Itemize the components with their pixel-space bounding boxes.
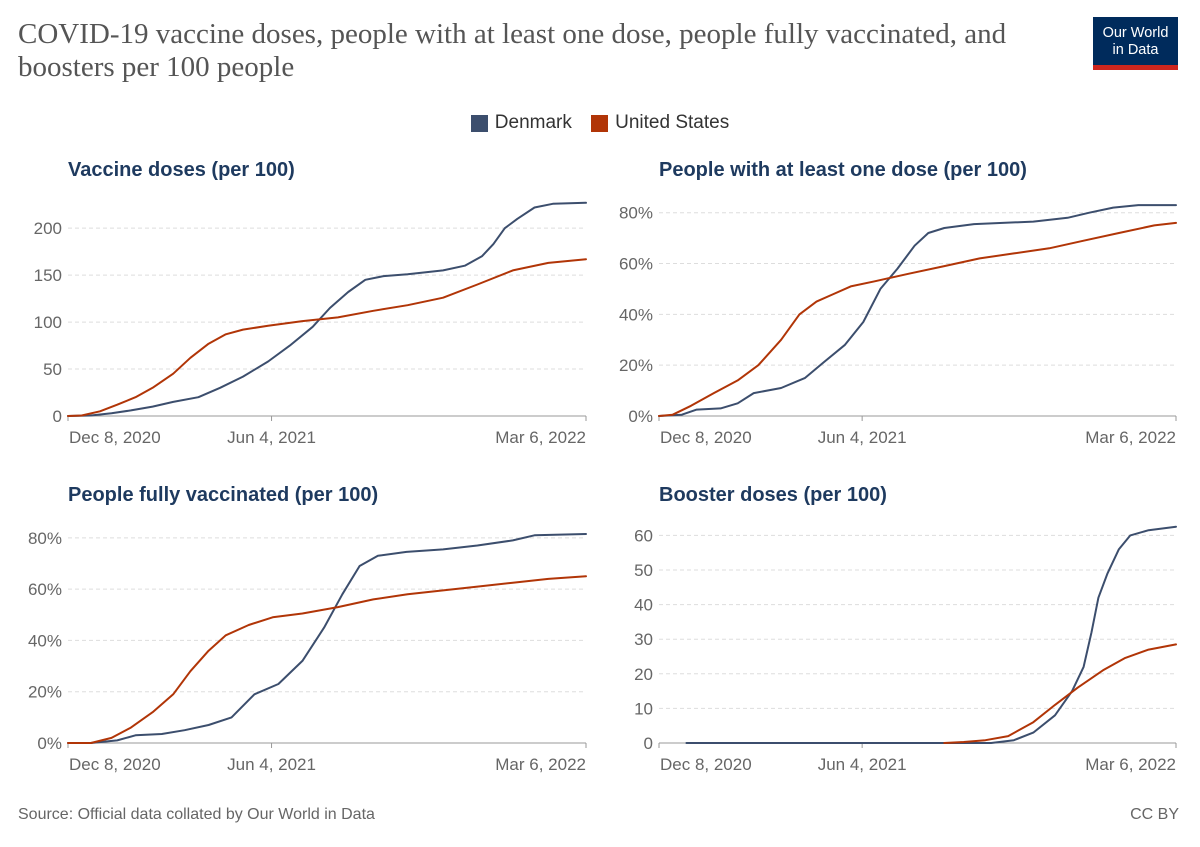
series-line-united-states [658,221,1177,417]
chart-panel-1: Vaccine doses (per 100) 0 50 100 150 200 Dec 8… [34,159,587,447]
y-tick-label: 100 [34,313,62,332]
panel-title: People fully vaccinated (per 100) [68,484,378,506]
series-line-denmark [67,533,587,744]
x-tick-label: Dec 8, 2020 [69,428,161,447]
panel-title: Vaccine doses (per 100) [68,159,295,181]
y-tick-label: 40% [619,305,653,324]
chart-title: COVID-19 vaccine doses, people with at l… [18,18,1007,83]
y-tick-label: 50 [634,561,653,580]
y-tick-label: 20% [619,356,653,375]
logo-line-1: Our World [1102,25,1169,41]
y-tick-label: 0% [37,734,62,753]
legend-swatch-denmark [470,114,488,132]
series-line-united-states [67,258,587,417]
chart-panel-3: People fully vaccinated (per 100) 0% 20% 40… [28,484,587,774]
owid-logo[interactable]: Our World in Data [1093,17,1178,70]
series-line-denmark [685,525,1177,744]
legend: Denmark United States [0,112,1200,138]
logo-line-2: in Data [1112,42,1159,58]
y-tick-label: 20% [28,683,62,702]
y-tick-label: 80% [619,204,653,223]
x-tick-label: Dec 8, 2020 [660,755,752,774]
y-tick-label: 0 [53,407,62,426]
x-tick-label: Jun 4, 2021 [818,428,907,447]
logo-accent-bar [1093,65,1178,70]
x-tick-label: Jun 4, 2021 [818,755,907,774]
x-tick-label: Jun 4, 2021 [227,428,316,447]
panel-title: People with at least one dose (per 100) [659,159,1027,181]
chart-panel-2: People with at least one dose (per 100) 0… [619,159,1177,447]
y-tick-label: 60% [619,255,653,274]
x-tick-label: Mar 6, 2022 [1085,755,1176,774]
y-tick-label: 50 [43,360,62,379]
x-tick-label: Mar 6, 2022 [495,428,586,447]
y-tick-label: 200 [34,219,62,238]
source-note: Source: Official data collated by Our Wo… [18,806,375,823]
y-tick-label: 0 [644,734,653,753]
y-tick-label: 80% [28,529,62,548]
series-line-denmark [658,204,1177,417]
legend-label-denmark: Denmark [494,112,572,133]
license-label[interactable]: CC BY [1130,806,1179,823]
legend-item-united-states[interactable]: United States [591,112,729,134]
y-tick-label: 60% [28,580,62,599]
y-tick-label: 40% [28,631,62,650]
y-tick-label: 0% [628,407,653,426]
x-tick-label: Mar 6, 2022 [495,755,586,774]
series-line-denmark [67,201,587,417]
x-tick-label: Jun 4, 2021 [227,755,316,774]
y-tick-label: 40 [634,596,653,615]
x-tick-label: Dec 8, 2020 [660,428,752,447]
x-tick-label: Dec 8, 2020 [69,755,161,774]
legend-swatch-united-states [591,114,609,132]
y-tick-label: 150 [34,266,62,285]
y-tick-label: 30 [634,630,653,649]
y-tick-label: 60 [634,526,653,545]
x-tick-label: Mar 6, 2022 [1085,428,1176,447]
legend-label-united-states: United States [615,112,730,133]
series-line-united-states [67,575,587,744]
panel-title: Booster doses (per 100) [659,484,887,506]
y-tick-label: 20 [634,665,653,684]
series-line-united-states [943,643,1177,744]
legend-item-denmark[interactable]: Denmark [470,112,572,134]
y-tick-label: 10 [634,699,653,718]
chart-panel-4: Booster doses (per 100) 0 10 20 30 40 50 60 Dec … [634,484,1177,774]
